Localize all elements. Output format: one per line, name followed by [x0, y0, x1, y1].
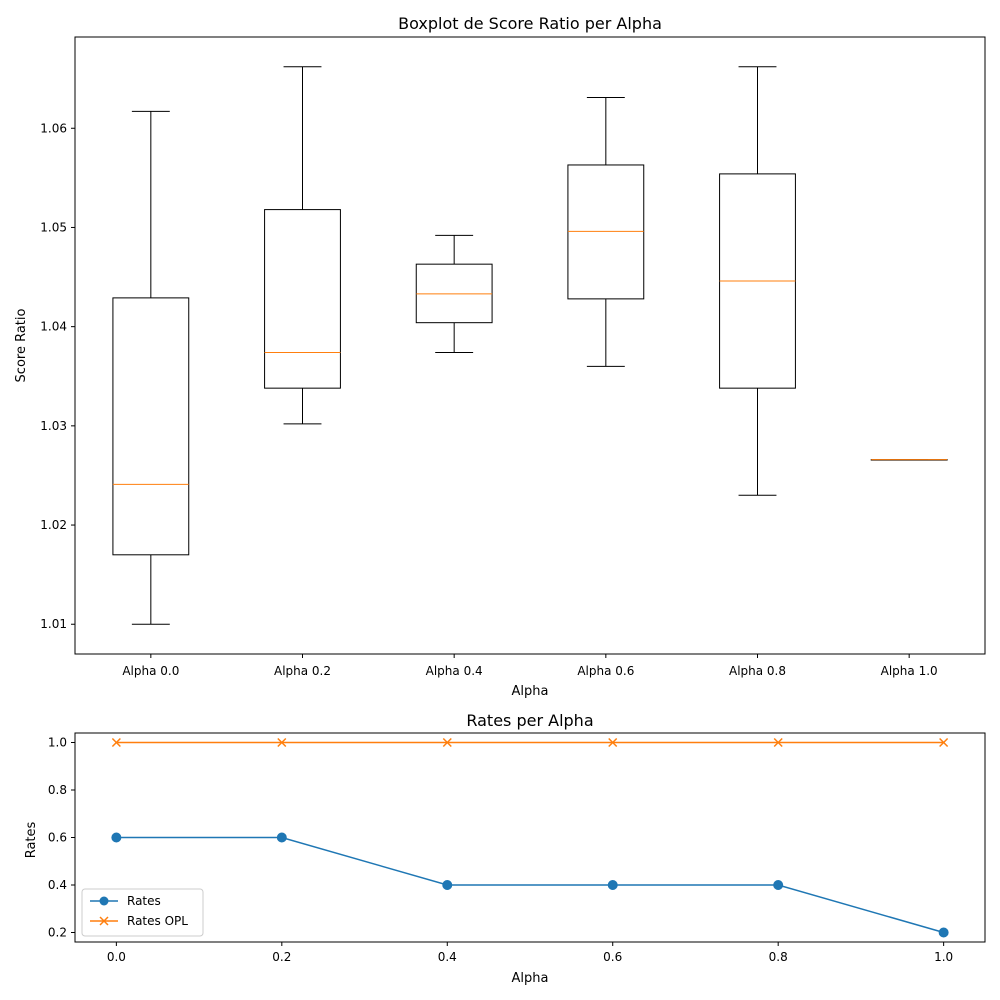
x-tick-label: 0.2	[272, 950, 291, 964]
boxplot-title: Boxplot de Score Ratio per Alpha	[398, 14, 662, 33]
y-tick-label: 1.0	[48, 736, 67, 750]
rates-legend: Rates Rates OPL	[81, 888, 204, 937]
x-tick-label: Alpha 0.0	[122, 664, 179, 678]
data-point	[276, 832, 287, 843]
boxplot-y-axis-label: Score Ratio	[14, 308, 29, 382]
box-group-0	[112, 110, 190, 625]
marker-stroke	[773, 737, 783, 748]
box-group-3	[567, 97, 645, 367]
data-point	[111, 832, 122, 843]
legend-entry: Rates OPL	[90, 914, 188, 928]
box-group-1	[264, 66, 341, 425]
boxplot-plot-frame	[74, 36, 986, 655]
marker-stroke	[277, 737, 287, 748]
data-point	[773, 880, 784, 890]
x-tick-label: Alpha 1.0	[881, 664, 938, 678]
x-tick-label: Alpha 0.6	[577, 664, 634, 678]
series-rates-opl	[111, 737, 949, 748]
data-point	[277, 737, 287, 748]
data-point	[608, 737, 618, 748]
y-tick-label: 0.2	[48, 926, 67, 940]
x-tick-label: Alpha 0.8	[729, 664, 786, 678]
marker-stroke	[442, 737, 452, 748]
x-tick-label: Alpha 0.4	[426, 664, 483, 678]
y-tick-label: 1.05	[40, 220, 67, 234]
x-tick-label: 0.8	[769, 950, 788, 964]
box-group-4	[719, 66, 796, 496]
legend-label: Rates OPL	[127, 914, 188, 928]
data-point	[939, 737, 949, 748]
y-tick-label: 1.06	[40, 121, 67, 135]
marker-stroke	[939, 737, 949, 748]
legend-marker	[99, 896, 109, 906]
x-tick-label: 0.0	[107, 950, 126, 964]
rates-x-axis-label: Alpha	[512, 971, 549, 986]
rates-y-axis-label: Rates	[24, 821, 39, 858]
data-point	[442, 737, 452, 748]
series-line	[116, 836, 944, 934]
y-tick-label: 0.4	[48, 878, 67, 892]
data-point	[111, 737, 121, 748]
data-point	[442, 880, 453, 890]
rates-title: Rates per Alpha	[466, 711, 593, 730]
x-tick-label: 0.4	[438, 950, 457, 964]
data-point	[938, 927, 949, 938]
x-tick-label: 0.6	[603, 950, 622, 964]
rates-line-chart: Rates per Alpha 0.0 0.2 0.4 0.6 0.8 1.0 0.2 0.…	[24, 711, 986, 986]
legend-marker	[99, 916, 109, 926]
y-tick-label: 0.6	[48, 831, 67, 845]
y-tick-label: 1.03	[40, 419, 67, 433]
series-rates	[111, 832, 949, 938]
legend-label: Rates	[127, 894, 161, 908]
data-point	[773, 737, 783, 748]
boxplot-chart: Boxplot de Score Ratio per Alpha Alpha 0…	[14, 14, 986, 699]
box-group-5	[870, 459, 948, 461]
data-point	[607, 880, 618, 890]
x-tick-label: 1.0	[934, 950, 953, 964]
marker-stroke	[111, 737, 121, 748]
iqr-box	[112, 297, 190, 556]
boxplot-x-axis-label: Alpha	[512, 684, 549, 699]
x-tick-label: Alpha 0.2	[274, 664, 331, 678]
y-tick-label: 1.01	[40, 617, 67, 631]
iqr-box	[264, 209, 341, 389]
y-tick-label: 1.02	[40, 518, 67, 532]
box-group-2	[415, 234, 493, 353]
y-tick-label: 0.8	[48, 783, 67, 797]
legend-entry: Rates	[90, 894, 161, 908]
marker-stroke	[608, 737, 618, 748]
y-tick-label: 1.04	[40, 320, 67, 334]
